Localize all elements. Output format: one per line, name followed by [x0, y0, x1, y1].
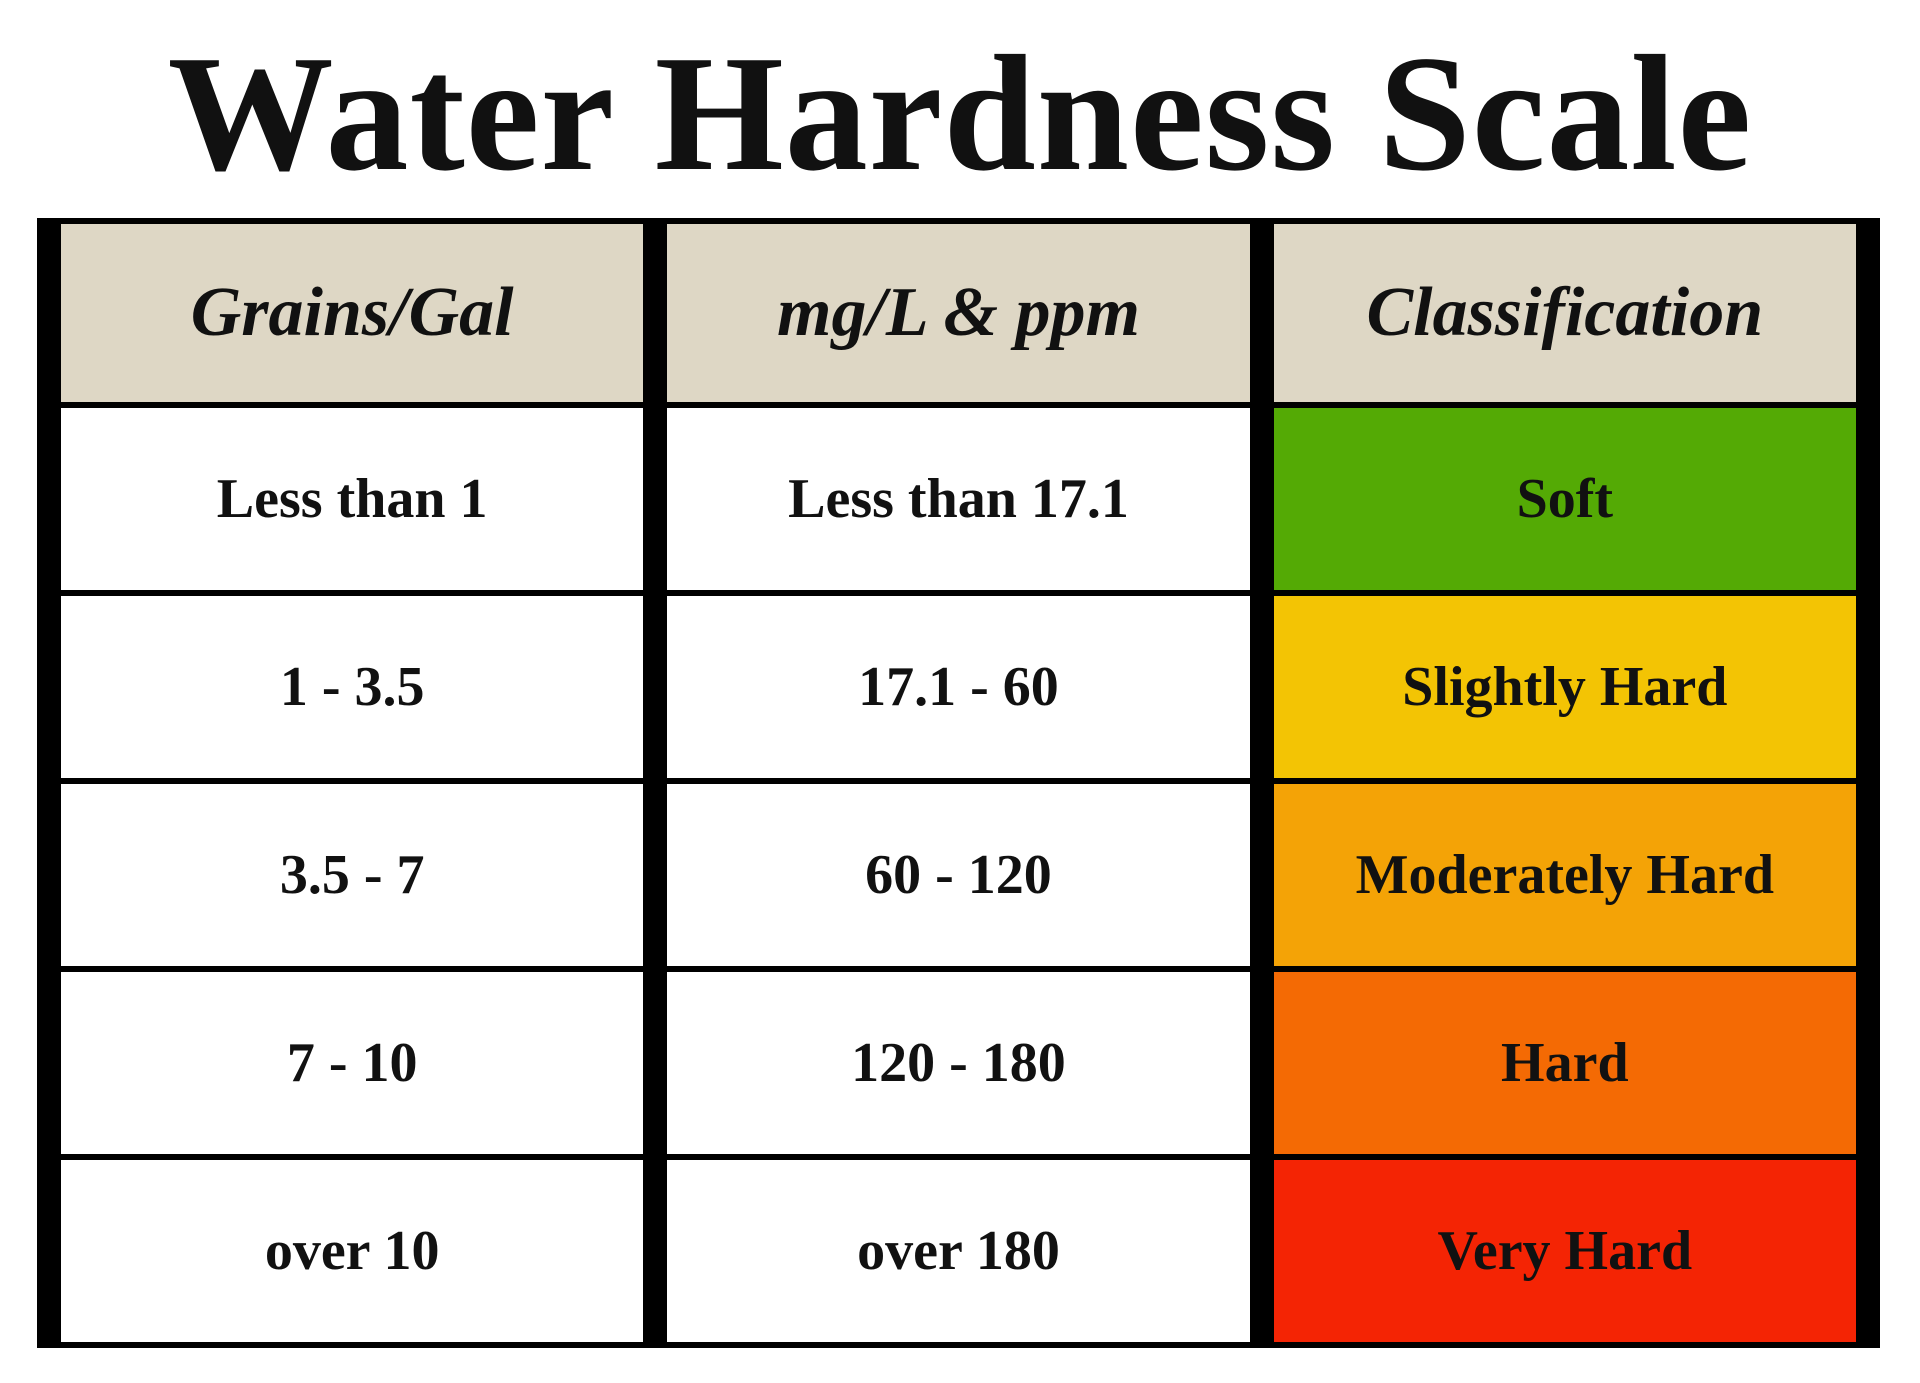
value-cell: Less than 17.1 [667, 408, 1250, 590]
value-cell: Less than 1 [61, 408, 644, 590]
header-cell: mg/L & ppm [667, 224, 1250, 402]
classification-cell: Slightly Hard [1273, 596, 1856, 778]
value-cell: 3.5 - 7 [61, 784, 644, 966]
value-cell: 120 - 180 [667, 972, 1250, 1154]
header-cell: Classification [1273, 224, 1856, 402]
header-cell: Grains/Gal [61, 224, 644, 402]
value-cell: over 180 [667, 1160, 1250, 1342]
value-cell: over 10 [61, 1160, 644, 1342]
classification-cell: Hard [1273, 972, 1856, 1154]
hardness-table: Grains/Gal mg/L & ppm Classification Less t… [37, 218, 1880, 1348]
value-cell: 1 - 3.5 [61, 596, 644, 778]
value-cell: 60 - 120 [667, 784, 1250, 966]
value-cell: 17.1 - 60 [667, 596, 1250, 778]
classification-cell: Moderately Hard [1273, 784, 1856, 966]
classification-cell: Soft [1273, 408, 1856, 590]
title: Water Hardness Scale [167, 21, 1753, 205]
value-cell: 7 - 10 [61, 972, 644, 1154]
classification-cell: Very Hard [1273, 1160, 1856, 1342]
